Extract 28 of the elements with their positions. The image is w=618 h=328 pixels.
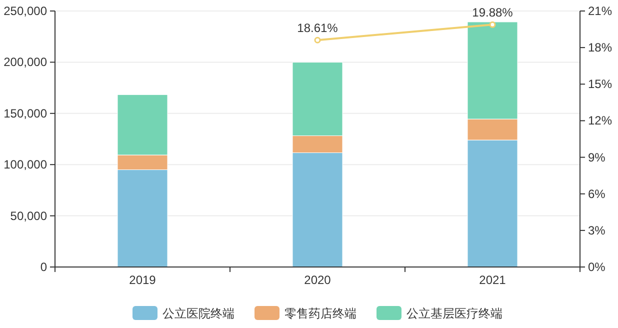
y2-tick-label: 3% (588, 223, 606, 238)
legend-label: 零售药店终端 (284, 306, 356, 320)
y-tick-label: 150,000 (4, 106, 48, 120)
y2-tick-label: 0% (588, 260, 606, 274)
x-tick-label: 2019 (129, 273, 156, 287)
y2-tick-label: 6% (588, 186, 606, 201)
y-tick-label: 0 (40, 260, 48, 274)
bar (117, 169, 168, 268)
y-tick-label: 200,000 (4, 55, 48, 70)
bar (292, 152, 343, 268)
x-tick-label: 2021 (479, 273, 506, 287)
y-tick-label: 250,000 (4, 4, 48, 18)
y2-tick-label: 12% (588, 114, 612, 128)
data-label: 18.61% (297, 21, 338, 36)
bar (467, 140, 518, 268)
y-tick-label: 100,000 (4, 158, 48, 172)
y2-tick-label: 21% (588, 4, 612, 18)
legend-label: 公立基层医疗终端 (406, 306, 502, 320)
bar (292, 62, 343, 136)
y2-tick-label: 15% (588, 77, 612, 92)
y-tick-label: 50,000 (10, 208, 48, 223)
x-tick-label: 2020 (304, 273, 332, 287)
y2-tick-label: 9% (588, 150, 606, 164)
bar (467, 22, 518, 120)
y2-tick-label: 18% (588, 40, 612, 55)
bar (117, 94, 168, 156)
legend-label: 公立医院终端 (162, 306, 234, 320)
data-label: 19.88% (472, 6, 514, 20)
